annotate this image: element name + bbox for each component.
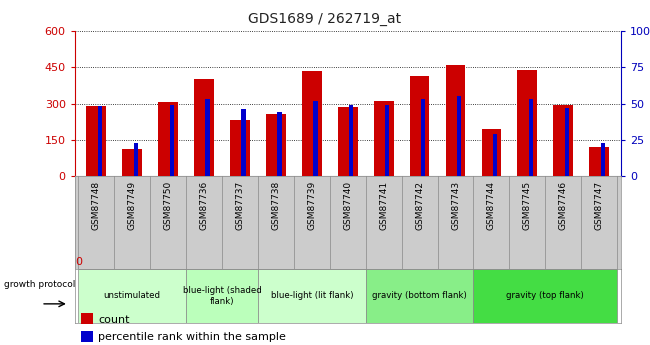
Bar (205, 99, 210, 176)
Bar (493, 134, 497, 176)
Text: GSM87749: GSM87749 (127, 181, 136, 230)
Text: GSM87736: GSM87736 (200, 181, 209, 230)
Bar (122, 149, 142, 176)
Text: GSM87743: GSM87743 (451, 181, 460, 230)
Bar (446, 65, 465, 176)
Bar (482, 129, 501, 176)
Text: percentile rank within the sample: percentile rank within the sample (98, 332, 286, 342)
Text: GSM87740: GSM87740 (343, 181, 352, 230)
Bar (565, 108, 569, 176)
Text: GSM87744: GSM87744 (487, 181, 496, 230)
Text: unstimulated: unstimulated (104, 291, 161, 300)
Bar (98, 106, 102, 176)
Bar (194, 79, 214, 176)
Text: blue-light (lit flank): blue-light (lit flank) (270, 291, 353, 300)
Text: GSM87741: GSM87741 (379, 181, 388, 230)
Bar (421, 99, 425, 176)
Bar (302, 71, 322, 176)
Bar (258, 269, 366, 323)
Bar (385, 105, 389, 176)
Text: GDS1689 / 262719_at: GDS1689 / 262719_at (248, 12, 402, 26)
Text: GSM87737: GSM87737 (235, 181, 244, 230)
Text: GSM87742: GSM87742 (415, 181, 424, 230)
Bar (457, 96, 462, 176)
Text: count: count (98, 315, 129, 325)
Bar (79, 269, 186, 323)
Bar (241, 109, 246, 176)
Bar (338, 107, 358, 176)
Bar (349, 105, 354, 176)
Text: GSM87745: GSM87745 (523, 181, 532, 230)
Bar (553, 105, 573, 176)
Bar (266, 115, 286, 176)
Bar (374, 101, 393, 176)
Text: GSM87746: GSM87746 (559, 181, 568, 230)
Text: 0: 0 (75, 257, 82, 267)
Bar (134, 142, 138, 176)
Bar (528, 99, 533, 176)
Bar (473, 269, 617, 323)
Bar (86, 106, 106, 176)
Bar (590, 147, 609, 176)
Bar (170, 105, 174, 176)
Bar (517, 70, 538, 176)
Bar (230, 120, 250, 176)
Text: GSM87748: GSM87748 (92, 181, 101, 230)
Bar (601, 142, 605, 176)
Text: blue-light (shaded
flank): blue-light (shaded flank) (183, 286, 261, 306)
Bar (410, 76, 430, 176)
Text: gravity (top flank): gravity (top flank) (506, 291, 584, 300)
Bar (186, 269, 258, 323)
Text: GSM87739: GSM87739 (307, 181, 317, 230)
Text: gravity (bottom flank): gravity (bottom flank) (372, 291, 467, 300)
Bar (366, 269, 473, 323)
Text: GSM87750: GSM87750 (164, 181, 173, 230)
Bar (313, 101, 318, 176)
Text: growth protocol: growth protocol (4, 279, 75, 288)
Bar (158, 102, 178, 176)
Text: GSM87738: GSM87738 (272, 181, 280, 230)
Bar (278, 112, 281, 176)
Text: GSM87747: GSM87747 (595, 181, 604, 230)
